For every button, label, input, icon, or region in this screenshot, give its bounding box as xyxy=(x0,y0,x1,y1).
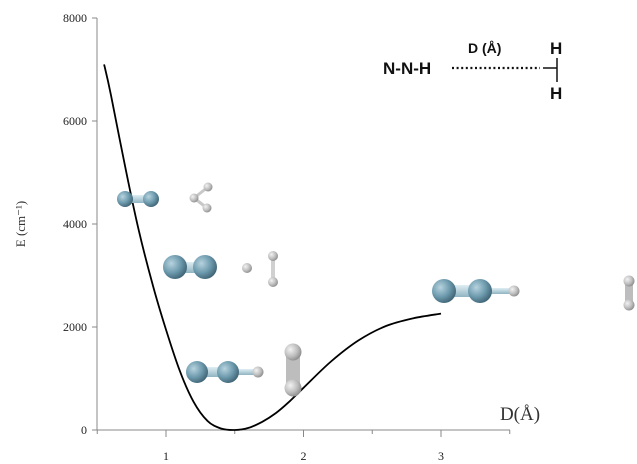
h2-bond xyxy=(625,281,633,305)
hydrogen-atom xyxy=(623,275,635,287)
energy-series xyxy=(103,64,442,431)
y-axis-title: E (cm⁻¹) xyxy=(13,201,28,248)
nitrogen-atom xyxy=(163,255,187,279)
molecule-1 xyxy=(117,182,213,213)
y-tick-label: 8000 xyxy=(63,11,87,25)
h-bottom-label: H xyxy=(550,84,562,103)
energy-curve-line xyxy=(103,64,442,431)
molecule-2 xyxy=(163,251,278,287)
nh-bond xyxy=(228,369,258,375)
hydrogen-atom xyxy=(284,343,302,361)
x-tick-label: 2 xyxy=(301,449,307,463)
y-tick-label: 2000 xyxy=(63,320,87,334)
nitrogen-atom xyxy=(432,279,456,303)
hydrogen-atom xyxy=(508,285,520,297)
y-tick-label: 0 xyxy=(81,423,87,437)
hydrogen-atom xyxy=(284,379,302,397)
hydrogen-atom xyxy=(268,251,278,261)
n2-bond xyxy=(175,262,206,273)
nitrogen-atom xyxy=(186,361,208,383)
y-axis-ticks: 0 2000 4000 6000 8000 xyxy=(63,11,97,437)
molecule-4 xyxy=(432,275,635,311)
nitrogen-atom xyxy=(193,255,217,279)
nh-bond xyxy=(480,288,514,294)
nitrogen-atom xyxy=(468,279,492,303)
molecule-3 xyxy=(186,343,302,397)
hydrogen-atom xyxy=(623,299,635,311)
hydrogen-atom xyxy=(252,366,264,378)
h-top-label: H xyxy=(550,39,562,58)
hydrogen-atom xyxy=(203,182,213,192)
y-tick-label: 4000 xyxy=(63,217,87,231)
geometry-diagram: N-N-H D (Å) H H xyxy=(383,39,562,103)
hydrogen-atom xyxy=(189,193,199,203)
nitrogen-atom xyxy=(117,191,133,207)
hydrogen-atom xyxy=(242,263,252,273)
nnh-label: N-N-H xyxy=(383,59,431,78)
hydrogen-atom xyxy=(202,203,212,213)
nitrogen-atom xyxy=(217,361,239,383)
y-tick-label: 6000 xyxy=(63,114,87,128)
n2-bond xyxy=(124,195,151,203)
n2-bond xyxy=(197,367,228,377)
x-tick-label: 1 xyxy=(163,449,169,463)
x-tick-label: 3 xyxy=(438,449,444,463)
hydrogen-atom xyxy=(268,277,278,287)
h2-bond xyxy=(286,352,300,388)
x-axis-ticks: 1 2 3 xyxy=(96,430,511,463)
h2-bond xyxy=(271,257,275,280)
distance-label: D (Å) xyxy=(468,40,501,56)
x-axis-title: D(Å) xyxy=(500,404,540,425)
nitrogen-atom xyxy=(143,191,159,207)
